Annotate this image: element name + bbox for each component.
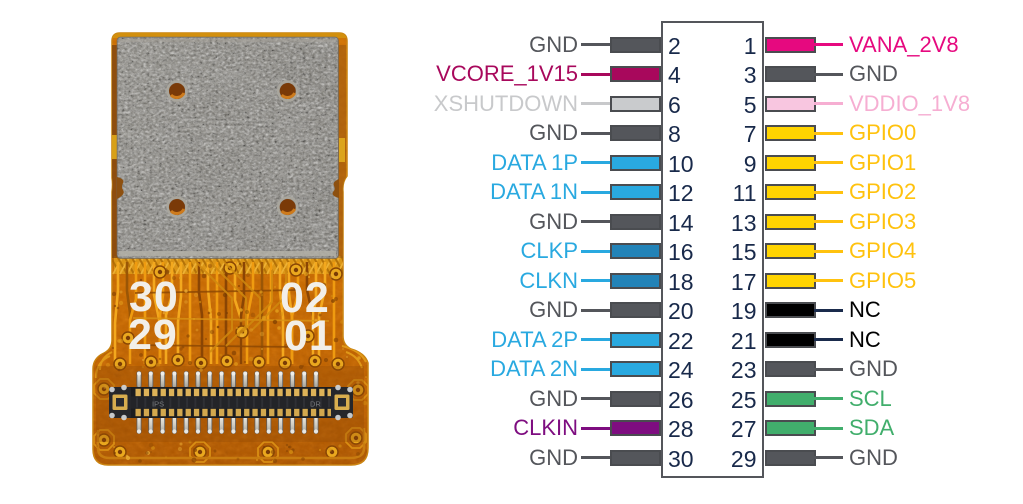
svg-text:29: 29	[128, 311, 178, 359]
svg-text:01: 01	[284, 312, 334, 360]
svg-text:30: 30	[129, 273, 179, 321]
svg-text:IPS: IPS	[152, 400, 164, 409]
svg-text:02: 02	[280, 274, 330, 322]
svg-text:DR: DR	[310, 400, 321, 409]
